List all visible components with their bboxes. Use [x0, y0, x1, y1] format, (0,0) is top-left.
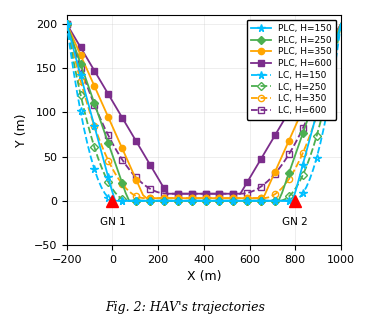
LC, H=350 — [339, 22, 343, 26]
LC, H=150 — [235, 199, 239, 203]
LC, H=350 — [231, 196, 236, 200]
PLC, H=250 — [235, 199, 239, 203]
PLC, H=250 — [64, 22, 69, 26]
LC, H=150 — [255, 199, 260, 203]
PLC, H=250 — [189, 199, 194, 203]
LC, H=600 — [311, 103, 316, 106]
PLC, H=350 — [255, 196, 260, 200]
LC, H=250 — [189, 199, 194, 203]
LC, H=350 — [144, 196, 149, 200]
PLC, H=600 — [245, 180, 249, 184]
PLC, H=350 — [311, 84, 316, 88]
LC, H=350 — [189, 196, 194, 200]
LC, H=350 — [255, 196, 260, 200]
LC, H=250 — [245, 199, 249, 203]
LC, H=150 — [231, 199, 236, 203]
PLC, H=600 — [339, 22, 343, 26]
PLC, H=250 — [127, 199, 131, 203]
LC, H=250 — [311, 145, 316, 149]
Y-axis label: Y (m): Y (m) — [15, 113, 28, 147]
PLC, H=150 — [231, 199, 236, 203]
LC, H=600 — [255, 187, 260, 191]
Text: Fig. 2: HAV's trajectories: Fig. 2: HAV's trajectories — [105, 301, 265, 314]
PLC, H=150 — [235, 199, 239, 203]
Text: GN 1: GN 1 — [100, 217, 125, 227]
LC, H=350 — [311, 124, 316, 128]
PLC, H=600 — [231, 192, 236, 196]
Line: PLC, H=150: PLC, H=150 — [63, 20, 345, 205]
Text: GN 2: GN 2 — [282, 217, 308, 227]
LC, H=350 — [64, 22, 69, 26]
LC, H=250 — [64, 22, 69, 26]
PLC, H=600 — [165, 192, 169, 196]
PLC, H=600 — [235, 192, 239, 196]
PLC, H=600 — [255, 163, 260, 166]
Legend: PLC, H=150, PLC, H=250, PLC, H=350, PLC, H=600, LC, H=150, LC, H=250, LC, H=350,: PLC, H=150, PLC, H=250, PLC, H=350, PLC,… — [247, 19, 336, 120]
LC, H=600 — [231, 192, 236, 196]
LC, H=150 — [311, 167, 316, 171]
LC, H=600 — [64, 22, 69, 26]
PLC, H=350 — [235, 196, 239, 200]
PLC, H=250 — [311, 102, 316, 106]
PLC, H=350 — [189, 196, 194, 200]
LC, H=600 — [165, 192, 169, 196]
LC, H=600 — [235, 192, 239, 196]
LC, H=150 — [113, 199, 118, 203]
Line: LC, H=350: LC, H=350 — [64, 21, 344, 201]
Line: LC, H=600: LC, H=600 — [64, 21, 344, 197]
LC, H=250 — [231, 199, 236, 203]
PLC, H=600 — [189, 192, 194, 196]
PLC, H=350 — [64, 22, 69, 26]
PLC, H=600 — [64, 22, 69, 26]
Line: PLC, H=600: PLC, H=600 — [64, 21, 344, 197]
PLC, H=600 — [311, 69, 316, 73]
LC, H=600 — [339, 22, 343, 26]
PLC, H=150 — [245, 199, 249, 203]
PLC, H=350 — [231, 196, 236, 200]
LC, H=600 — [245, 191, 249, 195]
PLC, H=150 — [339, 22, 343, 26]
X-axis label: X (m): X (m) — [186, 270, 221, 283]
LC, H=250 — [127, 199, 131, 203]
LC, H=350 — [235, 196, 239, 200]
PLC, H=150 — [113, 199, 118, 203]
PLC, H=150 — [189, 199, 194, 203]
PLC, H=250 — [245, 199, 249, 203]
Line: PLC, H=350: PLC, H=350 — [64, 21, 344, 201]
PLC, H=150 — [255, 199, 260, 203]
PLC, H=350 — [339, 22, 343, 26]
LC, H=150 — [339, 22, 343, 26]
LC, H=350 — [245, 196, 249, 200]
Line: PLC, H=250: PLC, H=250 — [64, 21, 344, 204]
LC, H=250 — [235, 199, 239, 203]
PLC, H=250 — [255, 199, 260, 203]
LC, H=250 — [339, 22, 343, 26]
PLC, H=250 — [231, 199, 236, 203]
PLC, H=150 — [311, 124, 316, 128]
Line: LC, H=250: LC, H=250 — [64, 21, 344, 204]
LC, H=600 — [189, 192, 194, 196]
LC, H=150 — [189, 199, 194, 203]
LC, H=150 — [245, 199, 249, 203]
LC, H=250 — [255, 199, 260, 203]
LC, H=150 — [64, 22, 69, 26]
PLC, H=250 — [339, 22, 343, 26]
PLC, H=350 — [144, 196, 149, 200]
PLC, H=350 — [245, 196, 249, 200]
Line: LC, H=150: LC, H=150 — [63, 20, 345, 205]
PLC, H=150 — [64, 22, 69, 26]
